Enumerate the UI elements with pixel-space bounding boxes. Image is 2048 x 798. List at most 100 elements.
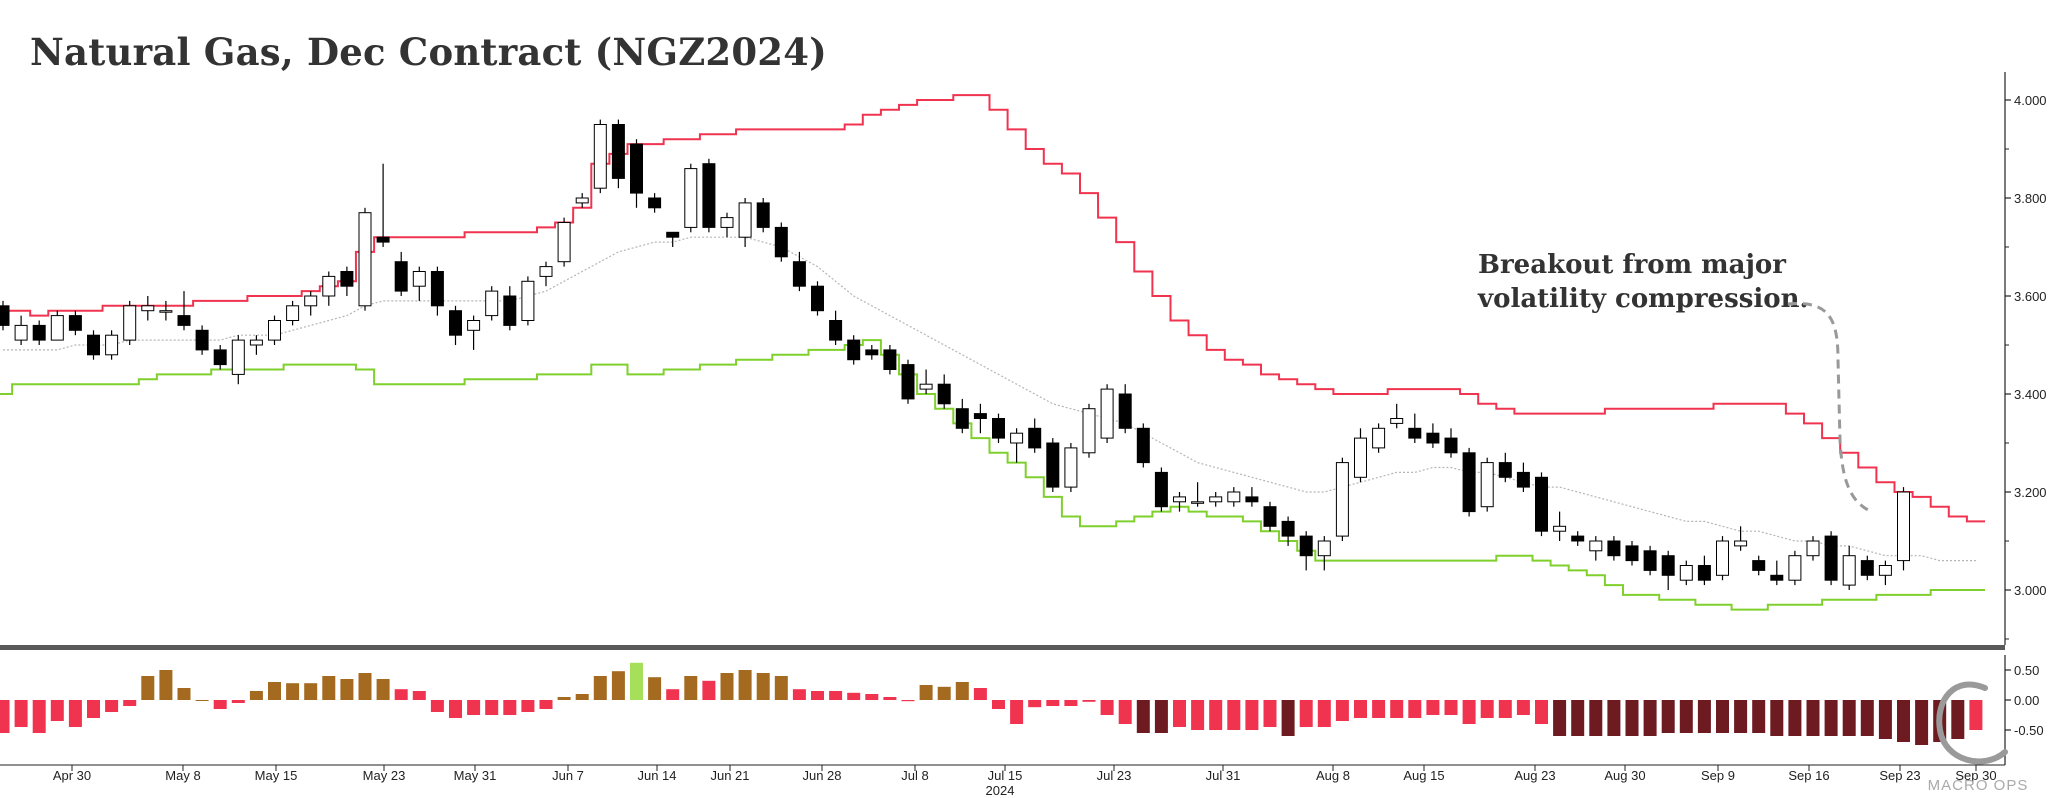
oscillator-bar <box>1498 700 1512 718</box>
candle-body <box>611 124 625 179</box>
annotation-arrow-layer <box>1787 302 1869 512</box>
oscillator-bar <box>1697 700 1711 733</box>
candle-body <box>1589 540 1603 552</box>
oscillator-bar <box>575 694 589 700</box>
candle-body <box>249 339 263 346</box>
candle-body <box>1824 535 1838 581</box>
oscillator-bar <box>50 700 64 721</box>
x-tick-label: Jun 28 <box>802 768 841 783</box>
osc-tick-label: 0.00 <box>2014 693 2039 708</box>
x-tick-label: Jul 23 <box>1097 768 1132 783</box>
oscillator-bar <box>702 680 716 700</box>
x-tick-label: May 8 <box>165 768 200 783</box>
candle-body <box>286 305 300 321</box>
candle-body <box>503 295 517 326</box>
price-tick-label: 4.000 <box>2014 93 2047 108</box>
oscillator-bar <box>322 676 336 700</box>
candle-body <box>1390 418 1404 424</box>
watermark-layer: MACRO OPS <box>1928 681 2027 794</box>
oscillator-bar <box>1788 700 1802 736</box>
oscillator-bar <box>1462 700 1476 724</box>
oscillator-bar <box>14 700 28 727</box>
candle-body <box>449 310 462 336</box>
oscillator-bar <box>1209 700 1223 730</box>
candle-body <box>811 285 824 312</box>
annotation-line-1: Breakout from major <box>1478 250 1786 280</box>
bands-layer <box>0 94 1985 611</box>
x-tick-label: Jun 21 <box>710 768 749 783</box>
annotation-line-2: volatility compression. <box>1478 284 1809 314</box>
oscillator-bar <box>1064 700 1078 706</box>
oscillator-bar <box>1046 700 1060 706</box>
candle-body <box>467 320 481 331</box>
oscillator-bar <box>1969 700 1983 730</box>
oscillator-bar <box>213 700 227 709</box>
oscillator-bar <box>1317 700 1331 727</box>
candle-body <box>1462 452 1476 513</box>
oscillator-bar <box>1263 700 1277 727</box>
candle-body <box>1082 408 1096 454</box>
candle-body <box>1191 501 1205 504</box>
candle-body <box>1372 427 1386 449</box>
oscillator-bar <box>1136 700 1150 733</box>
oscillator-bar <box>286 683 300 700</box>
candle-body <box>1516 471 1530 488</box>
candle-body <box>1136 427 1150 464</box>
candle-body <box>865 349 879 356</box>
candle-body <box>521 280 535 321</box>
candle-body <box>1154 471 1168 508</box>
oscillator-bar <box>521 700 535 712</box>
candle-body <box>213 349 227 366</box>
candle-body <box>1317 540 1331 557</box>
candle-body <box>304 295 318 307</box>
oscillator-bar <box>1679 700 1693 733</box>
oscillator-bar <box>1516 700 1530 715</box>
price-tick-label: 3.200 <box>2014 485 2047 500</box>
candle-body <box>87 334 100 356</box>
osc-tick-label: 0.50 <box>2014 663 2039 678</box>
oscillator-bar <box>1354 700 1367 718</box>
candle-body <box>358 212 372 307</box>
x-tick-label: Jun 14 <box>637 768 676 783</box>
chart-title: Natural Gas, Dec Contract (NGZ2024) <box>30 30 827 74</box>
x-tick-label: Sep 16 <box>1788 768 1829 783</box>
oscillator-bar <box>648 677 662 700</box>
x-tick-label: Aug 30 <box>1604 768 1645 783</box>
oscillator-bar <box>358 673 372 700</box>
candle-body <box>1354 437 1367 478</box>
candle-body <box>1788 555 1802 581</box>
oscillator-bar <box>792 689 806 700</box>
oscillator-bar <box>1010 700 1024 724</box>
x-tick-label: Sep 9 <box>1701 768 1735 783</box>
oscillator-bar <box>1100 700 1114 715</box>
candle-body <box>1010 432 1024 444</box>
oscillator-bar <box>394 689 408 700</box>
oscillator-bar <box>159 670 173 700</box>
oscillator-bar <box>883 697 897 700</box>
candle-body <box>593 124 607 189</box>
oscillator-bar <box>720 673 734 700</box>
oscillator-bar <box>1408 700 1422 718</box>
price-tick-label: 3.800 <box>2014 191 2047 206</box>
candle-body <box>883 349 897 370</box>
candle-body <box>774 226 788 258</box>
oscillator-bar <box>1299 700 1313 727</box>
oscillator-bar <box>195 700 209 701</box>
candle-body <box>322 275 336 297</box>
oscillator-bar <box>1806 700 1820 736</box>
candle-body <box>955 408 969 429</box>
candle-body <box>756 202 770 228</box>
candle-body <box>1426 432 1440 444</box>
candle-body <box>1571 535 1585 542</box>
oscillator-bar <box>231 700 245 703</box>
price-tick-label: 3.400 <box>2014 387 2047 402</box>
x-tick-label: Aug 15 <box>1403 768 1444 783</box>
annotation-text: Breakout from major volatility compressi… <box>1478 248 1809 316</box>
candle-body <box>1734 540 1748 547</box>
oscillator-bar <box>630 662 643 700</box>
candle-body <box>1661 555 1675 576</box>
candle-body <box>1281 520 1295 537</box>
candle-body <box>1263 506 1277 527</box>
x-year-label: 2024 <box>986 783 1015 798</box>
oscillator-bar <box>1227 700 1241 730</box>
